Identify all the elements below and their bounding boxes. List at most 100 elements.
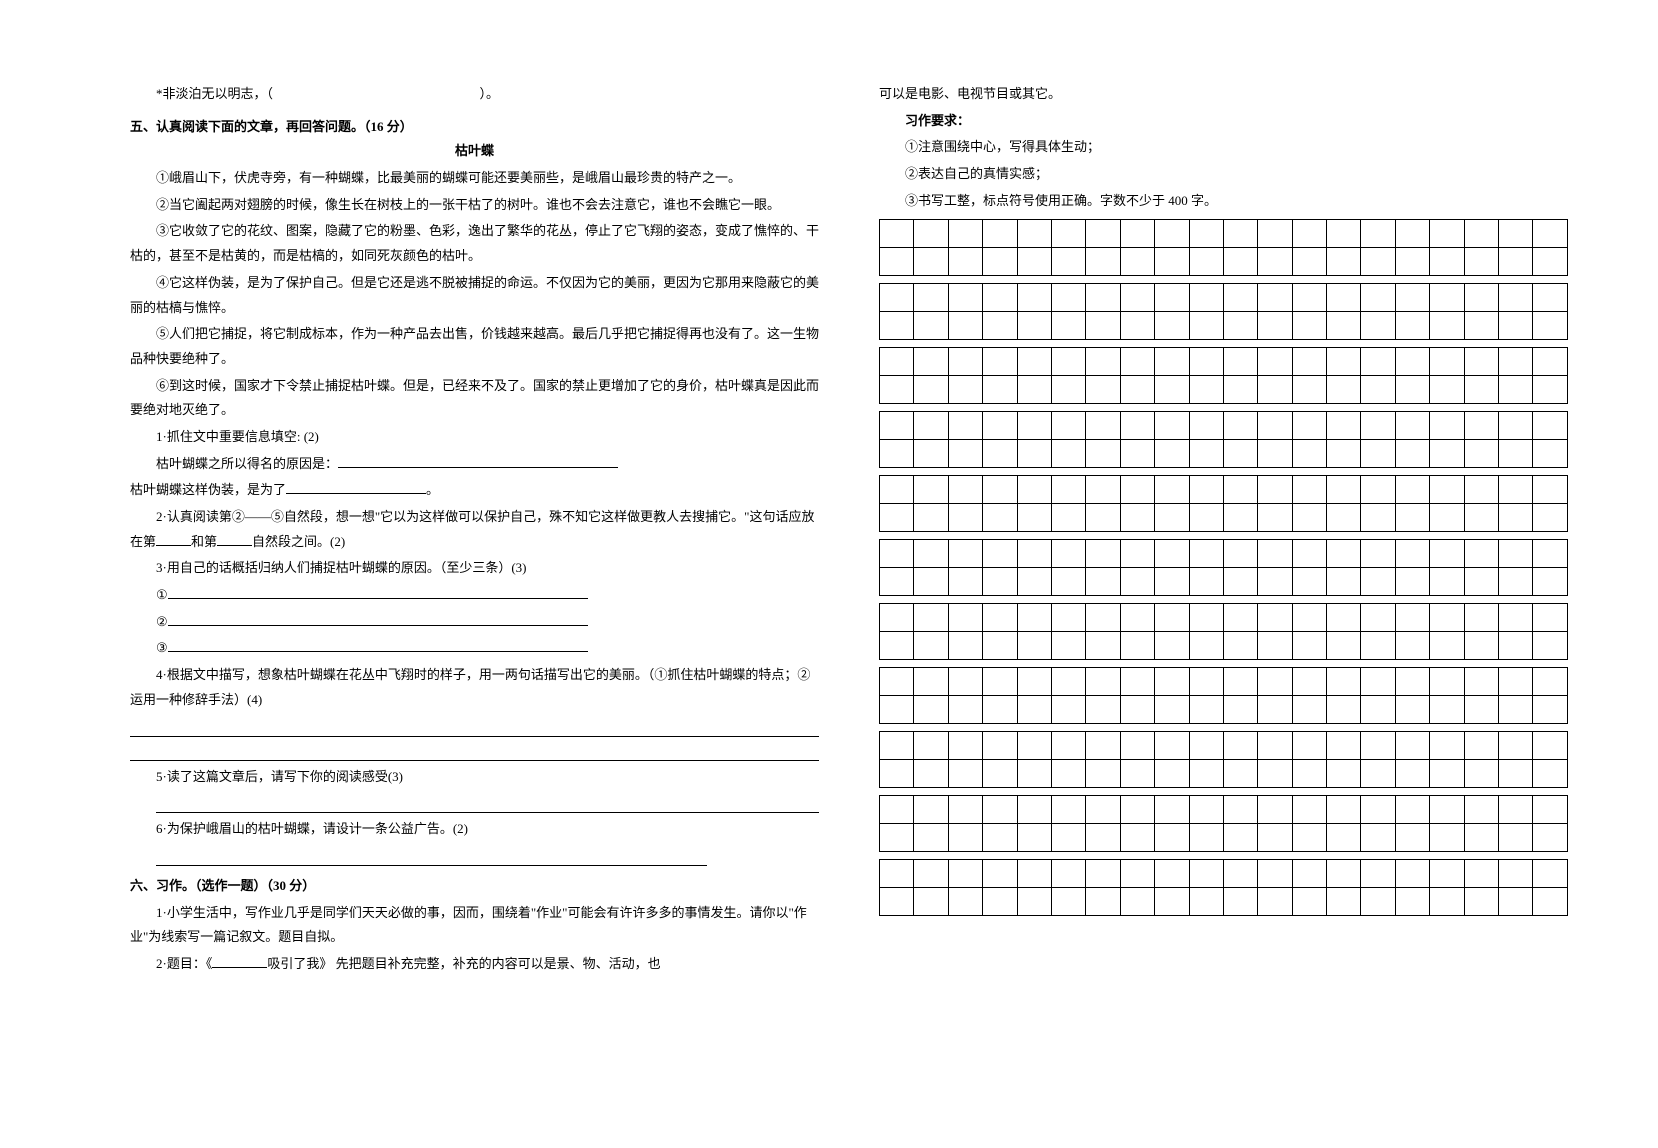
question-1b: 枯叶蝴蝶这样伪装，是为了。: [130, 478, 819, 503]
grid-cell: [1223, 760, 1257, 788]
grid-cell: [914, 604, 948, 632]
grid-cell: [1017, 796, 1051, 824]
grid-cell: [983, 476, 1017, 504]
grid-cell: [1223, 568, 1257, 596]
grid-cell: [948, 220, 982, 248]
grid-cell: [1327, 312, 1361, 340]
grid-cell: [948, 476, 982, 504]
grid-row: [880, 888, 1568, 916]
paragraph-1: ①峨眉山下，伏虎寺旁，有一种蝴蝶，比最美丽的蝴蝶可能还要美丽些，是峨眉山最珍贵的…: [130, 166, 819, 191]
grid-cell: [1051, 412, 1085, 440]
grid-cell: [1361, 668, 1395, 696]
grid-cell: [1086, 824, 1120, 852]
composition-grid: [879, 219, 1568, 916]
grid-cell: [1223, 696, 1257, 724]
grid-cell: [1464, 824, 1498, 852]
grid-cell: [983, 312, 1017, 340]
grid-cell: [1499, 412, 1533, 440]
grid-cell: [1327, 476, 1361, 504]
grid-cell: [1258, 796, 1292, 824]
grid-cell: [1327, 248, 1361, 276]
question-1a: 枯叶蝴蝶之所以得名的原因是：: [130, 452, 819, 477]
grid-cell: [1464, 668, 1498, 696]
grid-cell: [1189, 796, 1223, 824]
grid-cell: [1017, 632, 1051, 660]
grid-cell: [1258, 668, 1292, 696]
grid-cell: [914, 668, 948, 696]
grid-cell: [1258, 248, 1292, 276]
grid-row: [880, 284, 1568, 312]
grid-cell: [1395, 376, 1429, 404]
grid-cell: [1292, 220, 1326, 248]
grid-cell: [1361, 376, 1395, 404]
grid-cell: [1464, 412, 1498, 440]
grid-cell: [1499, 696, 1533, 724]
grid-cell: [1189, 860, 1223, 888]
grid-cell: [914, 248, 948, 276]
grid-cell: [1327, 540, 1361, 568]
grid-cell: [1120, 348, 1154, 376]
grid-cell: [1464, 312, 1498, 340]
grid-cell: [1464, 888, 1498, 916]
grid-cell: [1395, 248, 1429, 276]
q3-line-2: ②: [130, 610, 819, 635]
grid-cell: [1120, 796, 1154, 824]
grid-cell: [1464, 860, 1498, 888]
grid-cell: [1533, 696, 1568, 724]
grid-cell: [880, 248, 914, 276]
question-2: 2·认真阅读第②——⑤自然段，想一想"它以为这样做可以保护自己，殊不知它这样做更…: [130, 505, 819, 554]
grid-cell: [1395, 540, 1429, 568]
paragraph-5: ⑤人们把它捕捉，将它制成标本，作为一种产品去出售，价钱越来越高。最后几乎把它捕捉…: [130, 322, 819, 371]
question-1: 1·抓住文中重要信息填空: (2): [130, 425, 819, 450]
grid-cell: [1258, 220, 1292, 248]
grid-cell: [1258, 476, 1292, 504]
grid-row: [880, 860, 1568, 888]
grid-cell: [1430, 632, 1464, 660]
grid-cell: [1086, 284, 1120, 312]
grid-cell: [1258, 440, 1292, 468]
grid-cell: [1258, 632, 1292, 660]
grid-cell: [1361, 220, 1395, 248]
grid-cell: [880, 668, 914, 696]
grid-cell: [948, 668, 982, 696]
question-3: 3·用自己的话概括归纳人们捕捉枯叶蝴蝶的原因。（至少三条）(3): [130, 556, 819, 581]
paragraph-3: ③它收敛了它的花纹、图案，隐藏了它的粉墨、色彩，逸出了繁华的花丛，停止了它飞翔的…: [130, 219, 819, 268]
grid-cell: [1155, 796, 1189, 824]
grid-cell: [1155, 568, 1189, 596]
grid-cell: [1430, 248, 1464, 276]
grid-cell: [1155, 348, 1189, 376]
grid-row: [880, 568, 1568, 596]
grid-cell: [1223, 860, 1257, 888]
grid-cell: [1155, 668, 1189, 696]
grid-cell: [1395, 440, 1429, 468]
grid-cell: [1361, 796, 1395, 824]
grid-cell: [914, 376, 948, 404]
grid-cell: [1120, 860, 1154, 888]
grid-cell: [1051, 312, 1085, 340]
grid-cell: [1223, 412, 1257, 440]
grid-cell: [1327, 220, 1361, 248]
grid-cell: [1464, 476, 1498, 504]
grid-cell: [1430, 284, 1464, 312]
grid-cell: [1051, 540, 1085, 568]
grid-cell: [1464, 504, 1498, 532]
grid-cell: [914, 220, 948, 248]
requirement-2: ②表达自己的真情实感；: [879, 162, 1568, 187]
grid-cell: [1292, 888, 1326, 916]
grid-cell: [1361, 888, 1395, 916]
grid-cell: [1533, 888, 1568, 916]
grid-cell: [1464, 568, 1498, 596]
grid-cell: [1395, 824, 1429, 852]
grid-cell: [880, 540, 914, 568]
grid-cell: [1292, 312, 1326, 340]
grid-cell: [983, 248, 1017, 276]
grid-cell: [880, 760, 914, 788]
question-4: 4·根据文中描写，想象枯叶蝴蝶在花丛中飞翔时的样子，用一两句话描写出它的美丽。（…: [130, 663, 819, 712]
grid-cell: [1430, 604, 1464, 632]
grid-cell: [948, 412, 982, 440]
grid-cell: [1395, 696, 1429, 724]
grid-cell: [1292, 412, 1326, 440]
grid-cell: [1258, 824, 1292, 852]
grid-cell: [1155, 504, 1189, 532]
grid-cell: [1223, 540, 1257, 568]
